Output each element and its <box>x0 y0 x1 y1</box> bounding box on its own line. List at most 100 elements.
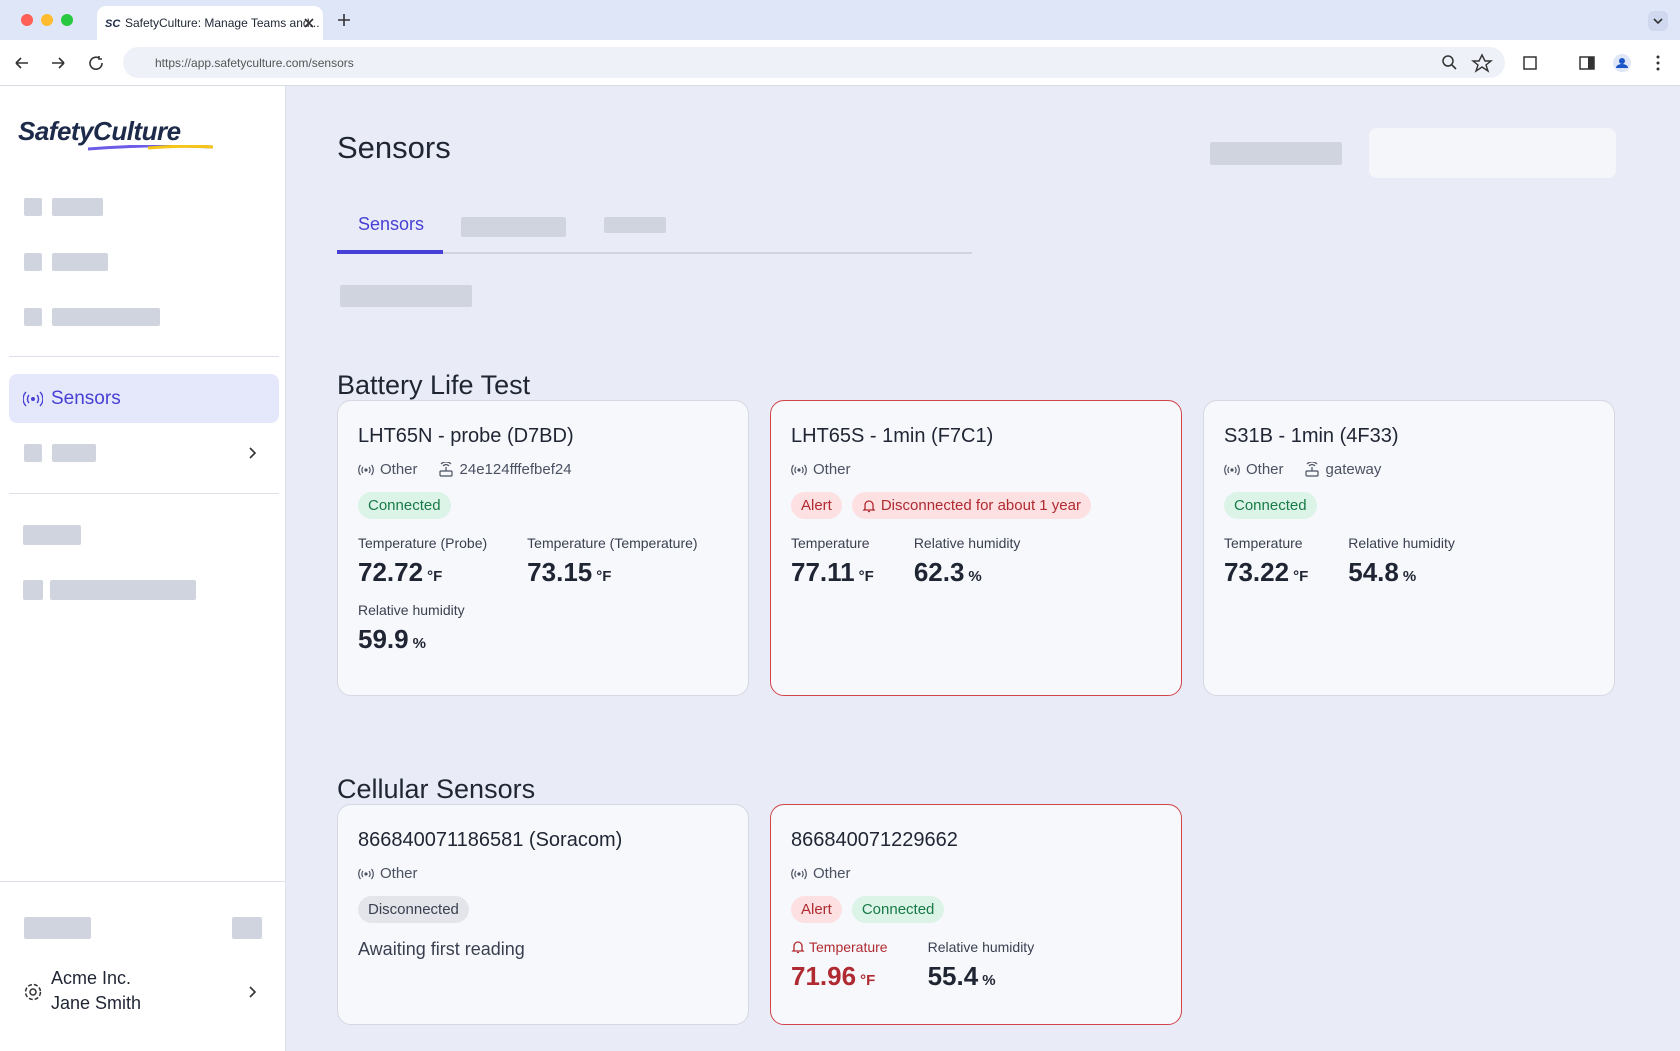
close-window[interactable] <box>21 14 33 26</box>
sensor-type: Other <box>813 865 851 882</box>
badge-text: Alert <box>801 901 832 918</box>
reading: Temperature 77.11 °F <box>791 535 874 588</box>
nav-item-active[interactable]: Sensors <box>9 374 279 423</box>
reading-value-row: 59.9% <box>358 624 465 655</box>
browser-tab[interactable]: SC SafetyCulture: Manage Teams and... <box>97 6 323 40</box>
note: Awaiting first reading <box>358 939 525 959</box>
nav-label: Sensors <box>51 388 121 409</box>
readings: Temperature 73.22 °F Relative humidity 54.8% <box>1224 535 1594 588</box>
reading-label: Relative humidity <box>927 939 1035 955</box>
sensor-card[interactable]: 866840071229662 Other Alert Connected Temper… <box>770 804 1182 1025</box>
sensor-type: Other <box>380 461 418 478</box>
url-field[interactable]: https://app.safetyculture.com/sensors <box>123 47 1505 78</box>
bell-icon-svg <box>791 941 805 954</box>
favicon: SC <box>105 18 121 30</box>
account-chevron[interactable] <box>248 985 258 999</box>
sensor-name: 866840071229662 <box>791 829 958 851</box>
minimize-window[interactable] <box>41 14 53 26</box>
section-title: Battery Life Test <box>337 370 531 400</box>
reading-label: Relative humidity <box>913 535 1021 551</box>
reading: Relative humidity 59.9% <box>358 602 465 655</box>
badges: Connected <box>1224 492 1594 519</box>
toolbar-icons[interactable] <box>1440 53 1670 73</box>
user-name: Jane Smith <box>51 993 142 1013</box>
sensor-name: LHT65N - probe (D7BD) <box>358 425 574 447</box>
reading-label-row: Temperature <box>791 939 888 955</box>
reading-value-row: 73.15 °F <box>527 557 697 588</box>
reading-value-row: 55.4% <box>928 961 1035 992</box>
reading: Relative humidity 55.4% <box>928 939 1035 992</box>
reading-value-row: 72.72 °F <box>358 557 487 588</box>
reading-unit: % <box>412 635 426 652</box>
reading-value: 73.15 <box>527 557 593 587</box>
sensor-type: Other <box>1246 461 1284 478</box>
reading-label-row: Relative humidity <box>358 602 465 618</box>
placeholder <box>52 308 160 326</box>
reading: Temperature (Temperature) 73.15 °F <box>527 535 697 588</box>
tab-rule <box>337 252 972 254</box>
settings-icon <box>24 983 42 1001</box>
sensor-name: S31B - 1min (4F33) <box>1224 425 1399 447</box>
nav-buttons[interactable] <box>14 54 114 72</box>
sensor-name: 866840071186581 (Soracom) <box>358 829 623 851</box>
type-icon-svg <box>1224 464 1240 475</box>
placeholder <box>24 444 42 462</box>
reading-unit: % <box>982 972 996 989</box>
bell-icon <box>862 499 876 513</box>
sensor-type: Other <box>813 461 851 478</box>
logo[interactable]: SafetyCulture <box>18 116 213 151</box>
sensor-card[interactable]: LHT65N - probe (D7BD) Other 24e124fffefbef… <box>337 400 749 696</box>
readings: Temperature 71.96 °F Relative humidity 55.4% <box>791 939 1161 992</box>
reading-label: Temperature <box>1224 535 1303 551</box>
account[interactable]: Acme Inc. Jane Smith <box>51 966 141 1016</box>
reading-value-row: 73.22 °F <box>1224 557 1308 588</box>
new-tab[interactable] <box>337 13 351 27</box>
placeholder <box>340 285 472 307</box>
reading-label: Temperature (Temperature) <box>527 535 698 551</box>
status-badge: Connected <box>1224 492 1317 519</box>
tab-active[interactable]: Sensors <box>358 214 425 234</box>
type-icon-svg <box>791 464 807 475</box>
reading-value: 62.3 <box>913 557 965 587</box>
reading: Temperature 71.96 °F <box>791 939 888 992</box>
tab-title: SafetyCulture: Manage Teams and... <box>125 16 320 30</box>
maximize-window[interactable] <box>61 14 73 26</box>
type-icon-svg <box>358 868 374 879</box>
reading-label-row: Temperature (Probe) <box>358 535 487 551</box>
tab-underline <box>337 250 443 254</box>
reading: Temperature 73.22 °F <box>1224 535 1308 588</box>
reading-value: 54.8 <box>1348 557 1399 587</box>
gateway: gateway <box>1325 461 1382 478</box>
reading-unit: °F <box>427 568 443 585</box>
badge-text: Connected <box>1234 497 1307 514</box>
close-tab[interactable] <box>303 17 315 29</box>
placeholder <box>23 580 43 600</box>
badges: Disconnected <box>358 896 728 923</box>
sensor-card[interactable]: 866840071186581 (Soracom) Other Disconnect… <box>337 804 749 1025</box>
status-badge: Disconnected <box>358 896 469 923</box>
logo-text: SafetyCulture <box>18 116 181 146</box>
button-placeholder[interactable] <box>1369 128 1616 178</box>
placeholder <box>52 198 103 216</box>
placeholder <box>1210 142 1342 165</box>
gateway-icon-svg <box>1304 461 1319 477</box>
status-badge: Alert <box>791 896 842 923</box>
reading-label: Relative humidity <box>358 602 465 618</box>
reading-value: 59.9 <box>358 624 409 654</box>
expand-chevron[interactable] <box>248 446 258 460</box>
sensor-meta: Other gateway <box>1224 461 1594 478</box>
reading-value: 77.11 <box>791 557 855 587</box>
reading-label-row: Relative humidity <box>914 535 1021 551</box>
divider <box>9 356 279 357</box>
sensor-card[interactable]: S31B - 1min (4F33) Other gateway Connected T… <box>1203 400 1615 696</box>
reading-unit: °F <box>596 568 612 585</box>
gateway-icon-svg <box>438 461 453 477</box>
sensor-card[interactable]: LHT65S - 1min (F7C1) Other Alert Disconnect… <box>770 400 1182 696</box>
placeholder <box>52 253 108 271</box>
reading-label: Temperature <box>791 535 870 551</box>
badges: Alert Disconnected for about 1 year <box>791 492 1161 519</box>
tab-menu[interactable] <box>1648 11 1668 31</box>
main: Sensors Sensors Battery Life Test LHT65N … <box>286 86 1680 1051</box>
tab-bar: SC SafetyCulture: Manage Teams and... <box>0 0 1680 40</box>
